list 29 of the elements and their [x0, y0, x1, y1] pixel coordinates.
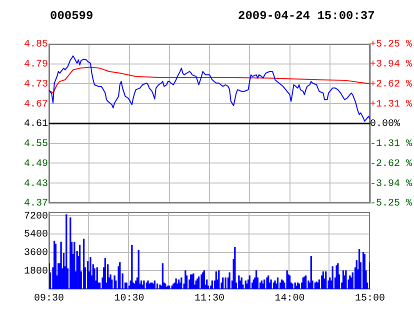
- y-tick-label: 3600: [24, 248, 48, 259]
- y2-tick-label: -2.62 %: [370, 158, 412, 170]
- x-tick-label: 14:00: [274, 294, 305, 305]
- y2-tick-label: -5.25 %: [370, 198, 412, 210]
- y2-tick-label: +2.62 %: [370, 79, 412, 90]
- y-tick-label: 1800: [24, 266, 48, 278]
- x-tick-label: 09:30: [34, 294, 64, 305]
- x-tick-label: 11:30: [194, 294, 225, 305]
- y-tick-label: 5400: [24, 230, 48, 241]
- y-tick-label: 4.79: [24, 60, 48, 71]
- y2-tick-label: +1.31 %: [370, 99, 412, 110]
- y-tick-label: 4.49: [24, 158, 48, 170]
- y2-tick-label: +3.94 %: [370, 59, 412, 70]
- y-tick-label: 4.67: [24, 99, 48, 110]
- y-tick-label: 4.37: [24, 198, 48, 210]
- x-tick-label: 10:30: [114, 294, 144, 305]
- y-tick-label: 7200: [24, 211, 48, 222]
- y2-tick-label: -3.94 %: [370, 178, 412, 190]
- y2-tick-label: 0.00%: [370, 119, 400, 130]
- y-tick-label: 4.61: [24, 119, 48, 130]
- y-tick-label: 4.73: [24, 79, 48, 90]
- y-tick-label: 4.43: [24, 178, 48, 190]
- y-tick-label: 4.85: [24, 40, 48, 51]
- y2-tick-label: -1.31 %: [370, 138, 412, 150]
- chart-subtitle: 2009-04-24 15:00:37: [238, 9, 375, 23]
- chart-title: 000599: [50, 9, 94, 23]
- x-tick-label: 15:00: [354, 294, 386, 305]
- y2-tick-label: +5.25 %: [370, 40, 412, 51]
- y-tick-label: 4.55: [24, 139, 48, 150]
